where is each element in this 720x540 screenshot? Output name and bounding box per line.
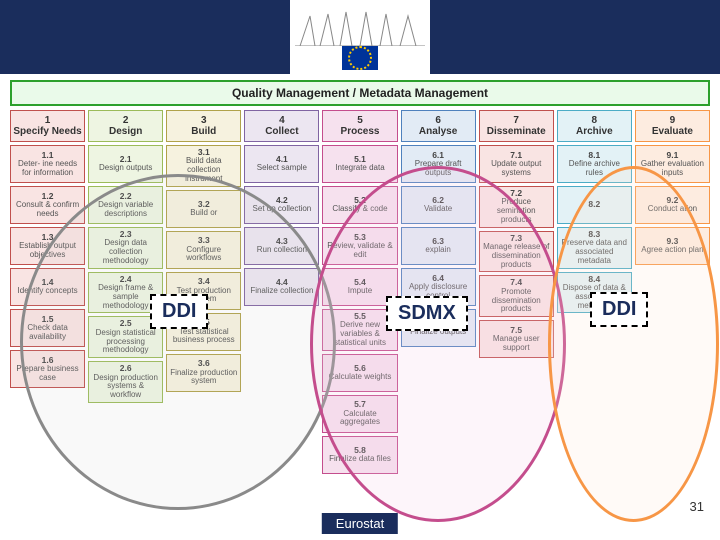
page-number: 31: [690, 499, 704, 514]
process-cell: 5.1Integrate data: [322, 145, 397, 183]
process-cell: 3.3Configure workflows: [166, 231, 241, 269]
process-cell: 5.4Impute: [322, 268, 397, 306]
process-cell: 7.5Manage user support: [479, 320, 554, 358]
phase-col-6: 6Analyse6.1Prepare draft outputs6.2Valid…: [401, 110, 476, 474]
process-cell: 7.3Manage release of dissemination produ…: [479, 231, 554, 273]
phase-col-5: 5Process5.1Integrate data5.2Classify & c…: [322, 110, 397, 474]
phase-header: 5Process: [322, 110, 397, 142]
header-bar: [0, 0, 720, 74]
process-cell: 6.2Validate: [401, 186, 476, 224]
process-cell: 3.4Test production system: [166, 272, 241, 310]
ec-building-icon: [290, 6, 430, 46]
phase-col-3: 3Build3.1Build data collection instrumen…: [166, 110, 241, 474]
process-cell: 2.5Design statistical processing methodo…: [88, 316, 163, 358]
process-cell: 8.3Preserve data and associated metadata: [557, 227, 632, 269]
process-cell: 9.1Gather evaluation inputs: [635, 145, 710, 183]
process-cell: 3.6Finalize production system: [166, 354, 241, 392]
process-cell: 7.1Update output systems: [479, 145, 554, 183]
process-cell: 1.1Deter- ine needs for information: [10, 145, 85, 183]
phase-col-7: 7Disseminate7.1Update output systems7.2P…: [479, 110, 554, 474]
process-cell: 5.8Finalize data files: [322, 436, 397, 474]
process-cell: 3.1Build data collection instrument: [166, 145, 241, 187]
process-cell: 2.6Design production systems & workflow: [88, 361, 163, 403]
process-cell: 8.2: [557, 186, 632, 224]
process-cell: 1.2Consult & confirm needs: [10, 186, 85, 224]
eu-flag-icon: [342, 46, 378, 70]
process-cell: 4.3Run collection: [244, 227, 319, 265]
process-cell: 6.5Finalize outputs: [401, 309, 476, 347]
process-cell: 5.3Review, validate & edit: [322, 227, 397, 265]
process-cell: 7.2Produce semination products: [479, 186, 554, 228]
process-cell: 6.3explain: [401, 227, 476, 265]
process-cell: 1.3Establish output objectives: [10, 227, 85, 265]
process-cell: 3.5Test statistical business process: [166, 313, 241, 351]
qm-bar: Quality Management / Metadata Management: [10, 80, 710, 106]
phase-header: 7Disseminate: [479, 110, 554, 142]
process-cell: 4.2Set up collection: [244, 186, 319, 224]
process-cell: 2.4Design frame & sample methodology: [88, 272, 163, 314]
phase-col-4: 4Collect4.1Select sample4.2Set up collec…: [244, 110, 319, 474]
process-cell: 8.1Define archive rules: [557, 145, 632, 183]
process-cell: 4.4Finalize collection: [244, 268, 319, 306]
process-cell: 4.1Select sample: [244, 145, 319, 183]
phase-col-1: 1Specify Needs1.1Deter- ine needs for in…: [10, 110, 85, 474]
phase-col-8: 8Archive8.1Define archive rules8.28.3Pre…: [557, 110, 632, 474]
process-cell: 5.5Derive new variables & statistical un…: [322, 309, 397, 351]
ec-logo: [290, 0, 430, 74]
eurostat-label: Eurostat: [322, 513, 398, 534]
phase-header: 4Collect: [244, 110, 319, 142]
process-cell: 9.2Conduct ation: [635, 186, 710, 224]
process-cell: 5.7Calculate aggregates: [322, 395, 397, 433]
process-cell: 7.4Promote dissemination products: [479, 275, 554, 317]
phase-col-2: 2Design2.1Design outputs2.2Design variab…: [88, 110, 163, 474]
process-cell: 1.4Identify concepts: [10, 268, 85, 306]
process-cell: 1.6Prepare business case: [10, 350, 85, 388]
phase-header: 9Evaluate: [635, 110, 710, 142]
phase-header: 6Analyse: [401, 110, 476, 142]
phase-col-9: 9Evaluate9.1Gather evaluation inputs9.2C…: [635, 110, 710, 474]
phase-header: 1Specify Needs: [10, 110, 85, 142]
process-cell: 2.2Design variable descriptions: [88, 186, 163, 224]
process-cell: 2.3Design data collection methodology: [88, 227, 163, 269]
phase-header: 8Archive: [557, 110, 632, 142]
phase-header: 2Design: [88, 110, 163, 142]
process-cell: 3.2Build or: [166, 190, 241, 228]
process-cell: 6.1Prepare draft outputs: [401, 145, 476, 183]
process-cell: 8.4Dispose of data & associated metadata: [557, 272, 632, 314]
process-cell: 5.6Calculate weights: [322, 354, 397, 392]
diagram-content: Quality Management / Metadata Management…: [0, 74, 720, 494]
process-cell: 6.4Apply disclosure control: [401, 268, 476, 306]
process-cell: 2.1Design outputs: [88, 145, 163, 183]
process-cell: 1.5Check data availability: [10, 309, 85, 347]
phase-header: 3Build: [166, 110, 241, 142]
gsbpm-grid: 1Specify Needs1.1Deter- ine needs for in…: [10, 110, 710, 474]
process-cell: 5.2Classify & code: [322, 186, 397, 224]
process-cell: 9.3Agree action plan: [635, 227, 710, 265]
footer: Eurostat 31: [0, 496, 720, 536]
